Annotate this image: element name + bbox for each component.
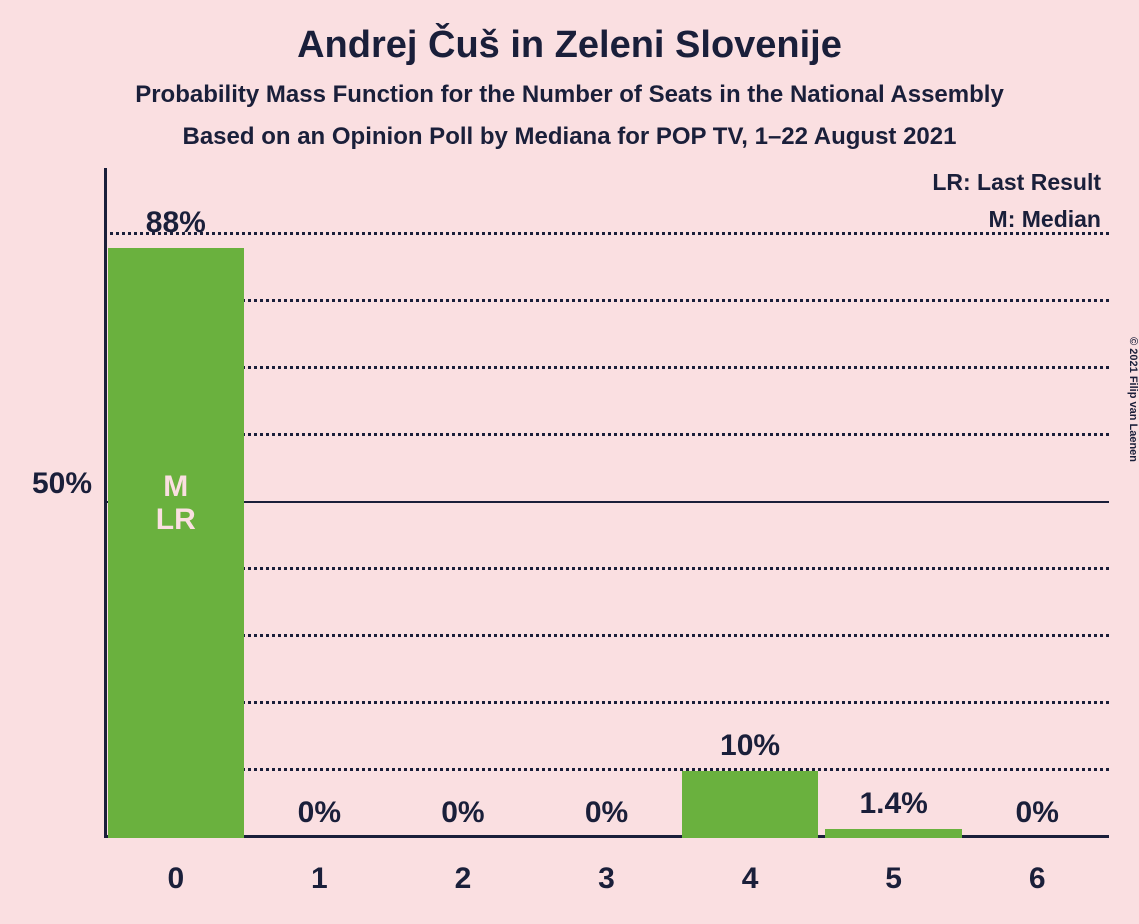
gridline <box>104 567 1109 570</box>
x-tick-label: 1 <box>311 862 328 896</box>
bar-value-label: 88% <box>146 206 206 240</box>
chart-plot-area: LR: Last Result M: Median 50%88%MLR00%10… <box>104 168 1109 838</box>
copyright-text: © 2021 Filip van Laenen <box>1127 337 1139 462</box>
y-axis <box>104 168 107 838</box>
bar-value-label: 0% <box>298 796 341 830</box>
gridline <box>104 501 1109 503</box>
gridline <box>104 634 1109 637</box>
gridline <box>104 366 1109 369</box>
legend-lr: LR: Last Result <box>932 164 1101 201</box>
y-tick-label: 50% <box>22 467 92 501</box>
bar-inside-label: MLR <box>156 470 196 536</box>
bar <box>108 248 244 838</box>
bar-value-label: 0% <box>585 796 628 830</box>
x-tick-label: 4 <box>742 862 759 896</box>
x-tick-label: 3 <box>598 862 615 896</box>
bar-value-label: 0% <box>441 796 484 830</box>
chart-title: Andrej Čuš in Zeleni Slovenije <box>0 0 1139 67</box>
x-tick-label: 5 <box>885 862 902 896</box>
gridline <box>104 232 1109 235</box>
chart-subtitle-2: Based on an Opinion Poll by Mediana for … <box>0 123 1139 151</box>
gridline <box>104 701 1109 704</box>
gridline <box>104 299 1109 302</box>
x-tick-label: 6 <box>1029 862 1046 896</box>
chart-subtitle-1: Probability Mass Function for the Number… <box>0 81 1139 109</box>
x-tick-label: 0 <box>167 862 184 896</box>
legend: LR: Last Result M: Median <box>932 164 1101 238</box>
bar <box>825 829 961 838</box>
bar-value-label: 1.4% <box>859 787 927 821</box>
bar-value-label: 0% <box>1016 796 1059 830</box>
gridline <box>104 768 1109 771</box>
x-tick-label: 2 <box>455 862 472 896</box>
gridline <box>104 433 1109 436</box>
bar <box>682 771 818 838</box>
bar-value-label: 10% <box>720 729 780 763</box>
